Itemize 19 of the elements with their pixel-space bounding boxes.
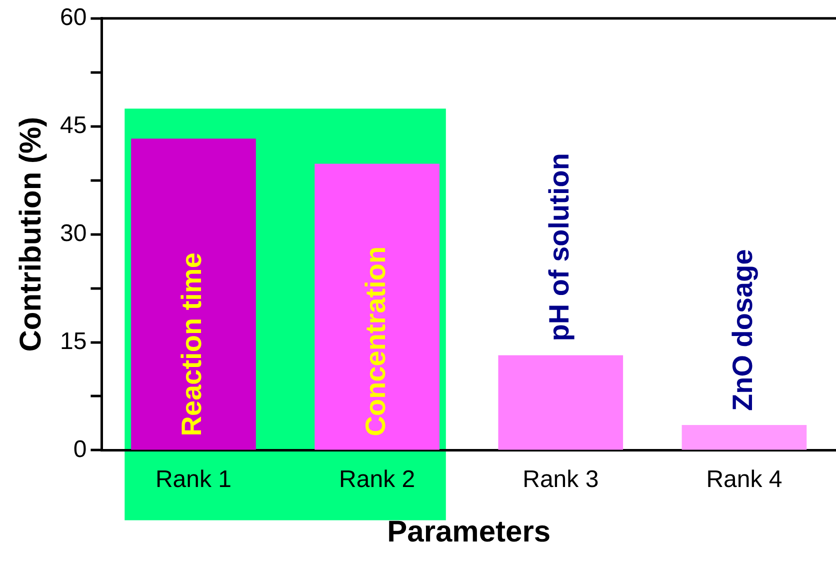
x-tick-label: Rank 4 <box>706 466 782 494</box>
annotation: Concentration <box>360 246 391 436</box>
bar <box>498 355 624 450</box>
x-tick-label: Rank 3 <box>522 466 599 494</box>
y-tick-label: 30 <box>60 220 87 247</box>
x-tick-label: Rank 2 <box>339 466 416 494</box>
y-axis-title: Contribution (%) <box>14 116 48 352</box>
y-tick-label: 60 <box>60 4 87 32</box>
bar <box>314 164 440 450</box>
x-tick-label: Rank 1 <box>155 466 232 494</box>
y-tick-label: 45 <box>60 112 87 139</box>
annotation: pH of solution <box>543 153 574 342</box>
annotation: ZnO dosage <box>726 249 758 412</box>
y-tick-label: 15 <box>60 328 87 355</box>
bar <box>131 138 256 450</box>
bar <box>682 425 807 450</box>
y-tick-label: 0 <box>73 436 87 463</box>
annotation: Reaction time <box>176 252 208 436</box>
x-axis-title: Parameters <box>387 515 551 548</box>
